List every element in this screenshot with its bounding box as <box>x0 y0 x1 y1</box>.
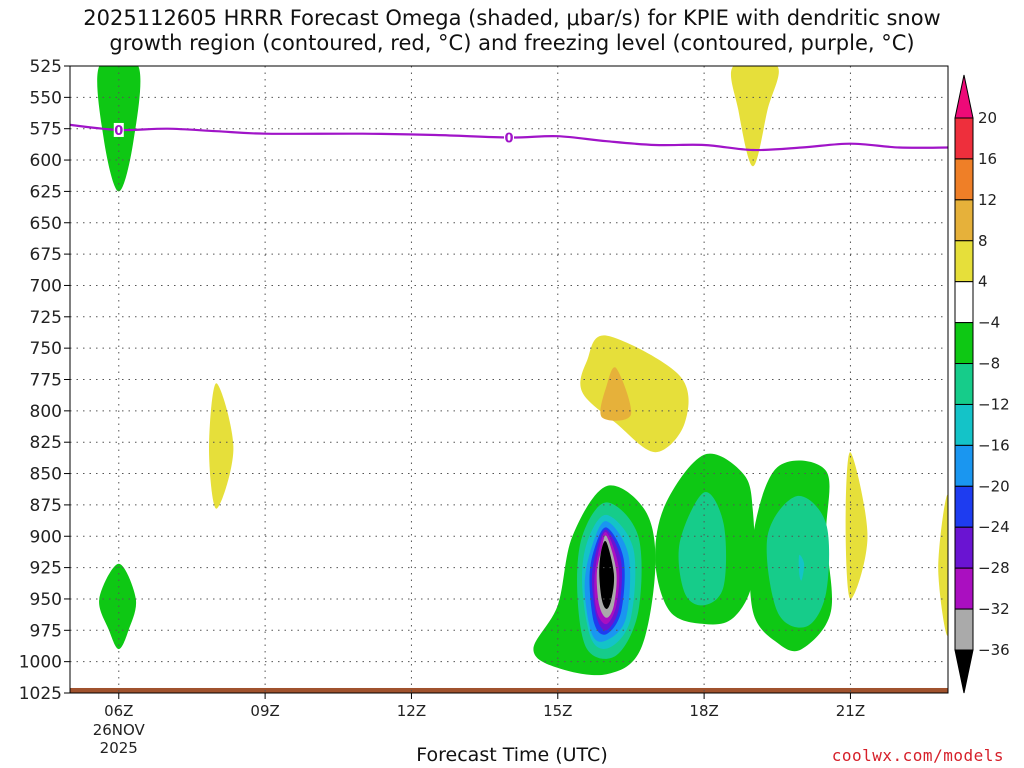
y-tick-label: 825 <box>30 433 62 453</box>
x-axis-title: Forecast Time (UTC) <box>416 744 608 766</box>
colorbar-tick-label: −32 <box>978 600 1010 618</box>
colorbar-tick-label: −12 <box>978 395 1010 413</box>
x-tick-date-label: 26NOV <box>93 721 146 739</box>
omega-region-sinking-19z <box>730 66 779 167</box>
colorbar-tick-label: −8 <box>978 355 1000 373</box>
omega-shading <box>97 66 948 676</box>
freezing-contour-label: 0 <box>114 124 123 139</box>
x-tick-label: 21Z <box>836 702 865 720</box>
y-tick-label: 925 <box>30 559 62 579</box>
colorbar-bin <box>954 363 974 405</box>
colorbar-bottom-arrow <box>954 649 974 694</box>
y-tick-label: 875 <box>30 496 62 516</box>
y-tick-label: 600 <box>30 151 62 171</box>
omega-region-sinking-08z <box>209 383 234 509</box>
colorbar-tick-label: −28 <box>978 559 1010 577</box>
y-tick-label: 550 <box>30 88 62 108</box>
colorbar-bin <box>954 240 974 283</box>
colorbar-tick-label: 8 <box>978 232 988 250</box>
omega-region-early-lowlevel-ascent <box>99 563 137 650</box>
x-tick-label: 06Z <box>104 702 133 720</box>
colorbar-tick-label: 12 <box>978 191 997 209</box>
colorbar-top-arrow <box>954 74 974 119</box>
colorbar-bin <box>954 199 974 242</box>
freezing-label-bg <box>113 122 124 137</box>
x-tick-label: 18Z <box>689 702 718 720</box>
y-tick-label: 650 <box>30 214 62 234</box>
y-tick-label: 850 <box>30 465 62 485</box>
colorbar-bin <box>954 117 974 160</box>
surface-band <box>70 687 948 693</box>
colorbar-bin <box>954 444 974 487</box>
x-tick-label: 12Z <box>397 702 426 720</box>
colorbar-bin <box>954 526 974 569</box>
y-tick-label: 750 <box>30 339 62 359</box>
omega-region-sinking-23z <box>938 494 948 636</box>
colorbar-tick-label: 20 <box>978 109 997 127</box>
colorbar-bin <box>954 608 974 651</box>
colorbar-bin <box>954 322 974 365</box>
chart-title: 2025112605 HRRR Forecast Omega (shaded, … <box>0 6 1024 56</box>
x-tick-label: 15Z <box>543 702 572 720</box>
freezing-level-contour: 00 <box>70 122 948 152</box>
freezing-label-bg <box>504 130 514 145</box>
y-tick-label: 975 <box>30 621 62 641</box>
colorbar-bin <box>954 485 974 528</box>
omega-region-sinking-16z-core <box>600 367 632 421</box>
chart-title-line-1: 2025112605 HRRR Forecast Omega (shaded, … <box>83 6 941 30</box>
colorbar-tick-label: 4 <box>978 273 988 291</box>
y-tick-label: 625 <box>30 182 62 202</box>
y-tick-label: 900 <box>30 527 62 547</box>
y-tick-label: 950 <box>30 590 62 610</box>
x-tick-label: 09Z <box>250 702 279 720</box>
omega-region-ascent-18z-inner <box>678 492 727 606</box>
colorbar-tick-label: −24 <box>978 518 1010 536</box>
colorbar-bin <box>954 281 974 324</box>
freezing-contour-label: 0 <box>504 131 513 146</box>
y-tick-label: 775 <box>30 371 62 391</box>
colorbar-bin <box>954 567 974 610</box>
y-tick-label: 575 <box>30 120 62 140</box>
y-tick-label: 675 <box>30 245 62 265</box>
y-tick-label: 700 <box>30 276 62 296</box>
omega-region-main-ascent-16z-core <box>599 541 615 609</box>
omega-region-ascent-20z-core <box>798 554 805 581</box>
surface-ground-band <box>70 687 948 693</box>
plot-grid <box>70 66 948 693</box>
colorbar-tick-label: −16 <box>978 436 1010 454</box>
omega-region-sinking-21z <box>845 452 868 599</box>
chart-title-line-2: growth region (contoured, red, °C) and f… <box>109 31 915 55</box>
y-tick-label: 525 <box>30 57 62 77</box>
colorbar-bin <box>954 403 974 446</box>
colorbar-bin <box>954 158 974 201</box>
freezing-level-line <box>70 123 948 152</box>
y-tick-label: 1025 <box>19 684 62 704</box>
x-tick-date-label: 2025 <box>100 739 138 757</box>
y-axis: 525 550 575 600 625 650 675 700 725 750 775 800 825 8… <box>19 57 70 704</box>
y-tick-label: 1000 <box>19 653 62 673</box>
colorbar: 20 16 12 8 4 −4 −8 −12 −16 −20 −24 −28 −32 −36 <box>954 74 1010 694</box>
omega-region-sinking-16z <box>580 335 689 453</box>
y-tick-label: 725 <box>30 308 62 328</box>
source-credit: coolwx.com/models <box>831 746 1004 765</box>
colorbar-tick-label: −36 <box>978 641 1010 659</box>
y-tick-label: 800 <box>30 402 62 422</box>
colorbar-tick-label: −20 <box>978 477 1010 495</box>
colorbar-tick-label: −4 <box>978 314 1000 332</box>
omega-region-ascent-20z-inner <box>766 495 830 628</box>
colorbar-tick-label: 16 <box>978 150 997 168</box>
